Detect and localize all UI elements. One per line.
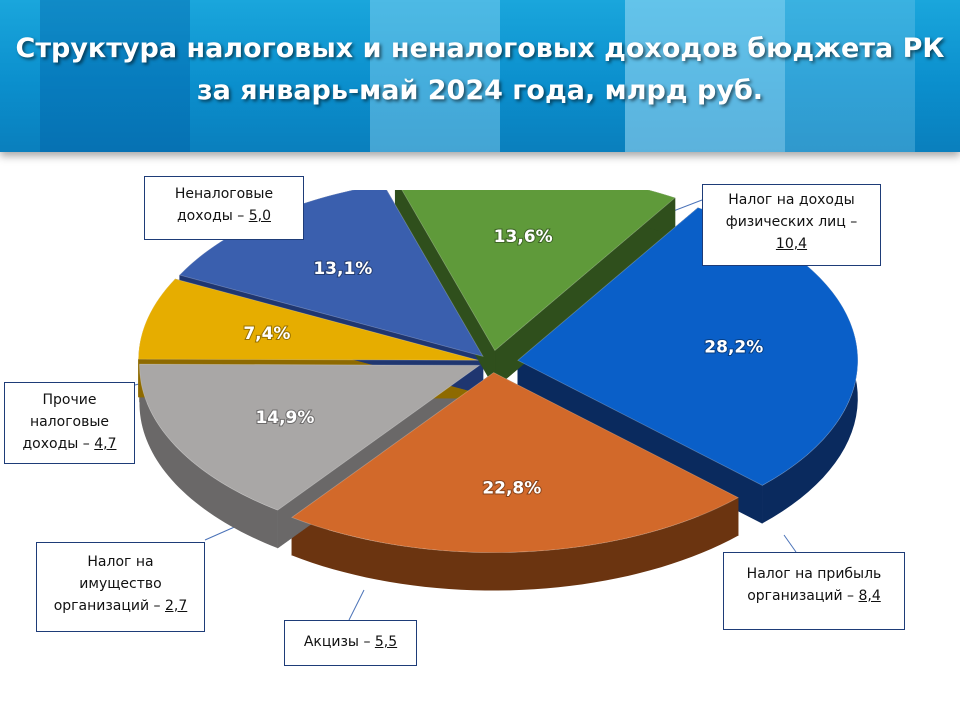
- callout-ndfl-value: 10,4: [775, 236, 808, 252]
- percent-label-property-tax: 7,4%: [243, 324, 290, 344]
- percent-label-other-tax: 13,1%: [313, 259, 372, 279]
- callout-ndfl-text: Налог на доходы физических лиц –: [725, 192, 858, 230]
- callout-profit-tax-value: 8,4: [858, 588, 881, 604]
- callout-excise-value: 5,5: [374, 634, 398, 650]
- percent-label-non-tax: 13,6%: [494, 227, 553, 247]
- title-line-1: Структура налоговых и неналоговых доходо…: [15, 33, 945, 64]
- chart-area: 28,2% 22,8% 14,9% 7,4% 13,1% 13,6% Налог на д…: [4, 176, 905, 680]
- header-band: [40, 0, 190, 152]
- callout-excise: Акцизы – 5,5: [284, 620, 417, 666]
- leader-line-profit-tax: [783, 534, 797, 553]
- leader-line-property-tax: [204, 524, 240, 541]
- percent-label-profit-tax: 22,8%: [482, 478, 541, 498]
- slice-excise: [139, 363, 481, 511]
- header-band: [370, 0, 500, 152]
- header-band: [785, 0, 915, 152]
- callout-property-tax: Налог на имущество организаций – 2,7: [36, 542, 205, 632]
- callout-other-tax-text: Прочие налоговые доходы –: [22, 392, 110, 452]
- slice-property-tax: [137, 278, 479, 361]
- title-line-2: за январь-май 2024 года, млрд руб.: [196, 75, 764, 106]
- callout-other-tax: Прочие налоговые доходы – 4,7: [4, 382, 135, 464]
- callout-excise-text: Акцизы –: [303, 634, 371, 650]
- callout-property-tax-value: 2,7: [165, 598, 188, 614]
- slice-labels: 28,2% 22,8% 14,9% 7,4% 13,1% 13,6%: [242, 226, 764, 499]
- slide-header: Структура налоговых и неналоговых доходо…: [0, 0, 960, 152]
- callout-non-tax-text: Неналоговые доходы –: [174, 186, 274, 224]
- slice-profit-tax: [291, 372, 740, 553]
- slice-excise-rim: [139, 364, 278, 549]
- slide-title: Структура налоговых и неналоговых доходо…: [0, 28, 960, 112]
- callout-profit-tax-text: Налог на прибыль организаций –: [746, 566, 882, 604]
- percent-label-excise: 14,9%: [255, 408, 314, 428]
- callout-non-tax: Неналоговые доходы – 5,0: [144, 176, 304, 240]
- slice-profit-tax-rim: [291, 497, 739, 591]
- callout-property-tax-text: Налог на имущество организаций –: [53, 554, 162, 614]
- callout-ndfl: Налог на доходы физических лиц – 10,4: [702, 184, 881, 266]
- percent-label-ndfl: 28,2%: [704, 337, 763, 357]
- slice-non-tax: [401, 190, 676, 352]
- header-band: [625, 0, 785, 152]
- pie-chart: 28,2% 22,8% 14,9% 7,4% 13,1% 13,6%: [134, 190, 859, 621]
- callout-other-tax-value: 4,7: [94, 436, 117, 452]
- callout-non-tax-value: 5,0: [248, 208, 271, 224]
- callout-profit-tax: Налог на прибыль организаций – 8,4: [723, 552, 905, 630]
- leader-line-excise: [348, 589, 365, 621]
